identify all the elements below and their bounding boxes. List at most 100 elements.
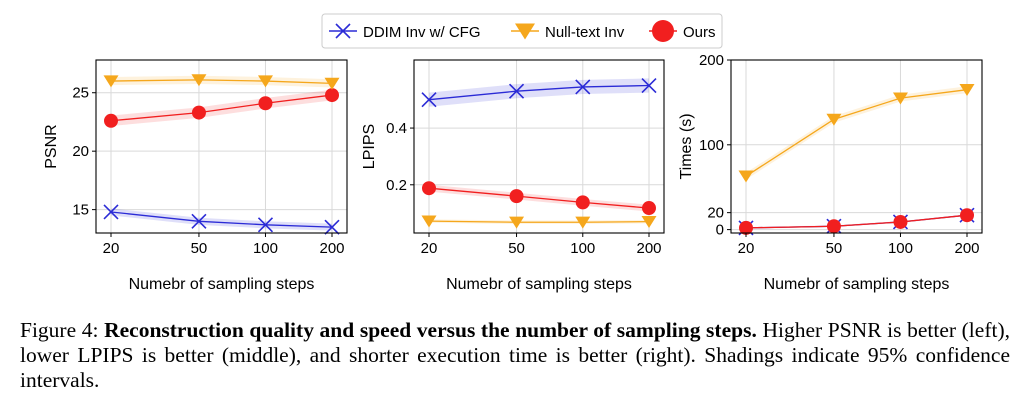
data-point: [422, 181, 436, 196]
data-point: [104, 113, 118, 128]
caption-label: Figure 4:: [20, 318, 99, 342]
data-point: [257, 75, 273, 88]
data-point-stroke-b: [508, 83, 525, 99]
data-point: [892, 92, 908, 105]
series-line: [745, 214, 968, 229]
x-tick-label: 100: [570, 240, 595, 257]
data-point: [960, 208, 974, 223]
series-line: [428, 84, 650, 101]
data-point: [738, 170, 754, 183]
series-line: [745, 214, 968, 229]
data-point: [575, 216, 591, 229]
x-tick-label: 200: [636, 240, 661, 257]
data-point: [191, 105, 206, 120]
series-line: [110, 79, 333, 85]
x-tick-label: 50: [826, 240, 843, 257]
x-tick-label: 20: [421, 240, 438, 257]
legend-label: Null-text Inv: [545, 24, 625, 41]
legend-marker-circle: [652, 20, 674, 42]
confidence-band: [111, 89, 332, 127]
series-line: [428, 187, 650, 209]
x-tick-label: 50: [508, 240, 525, 257]
data-point: [893, 214, 908, 229]
legend-item: Ours: [649, 20, 716, 42]
y-tick-label: 0: [716, 222, 724, 239]
data-point: [575, 195, 590, 210]
y-tick-label: 15: [72, 202, 89, 219]
legend-marker-x-stroke-b: [335, 23, 351, 39]
y-tick-label: 0.4: [386, 120, 407, 137]
x-tick-label: 200: [954, 240, 979, 257]
x-tick-label: 20: [738, 240, 755, 257]
data-point: [739, 220, 753, 235]
x-axis-label: Numebr of sampling steps: [129, 276, 315, 293]
axes-frame: [413, 59, 665, 234]
axes-frame: [95, 59, 348, 234]
legend-marker-x: [335, 23, 351, 39]
confidence-band: [429, 78, 649, 107]
chart-panel: 20 50 100 200 15 20 25 Numebr of sampling steps…: [43, 59, 348, 293]
chart-panel: 20 50 100 200 0.2 0.4 Numebr of sampling steps…: [361, 59, 665, 293]
data-point: [508, 83, 525, 99]
data-point: [191, 213, 207, 229]
confidence-band: [746, 214, 967, 229]
data-point: [257, 217, 274, 233]
data-point: [421, 215, 437, 228]
data-point: [509, 216, 525, 229]
data-point: [258, 96, 273, 111]
axes-frame: [730, 59, 983, 234]
data-point: [103, 75, 119, 88]
x-axis-label: Numebr of sampling steps: [764, 276, 950, 293]
data-point-stroke-b: [641, 77, 657, 94]
x-tick-label: 100: [253, 240, 278, 257]
y-axis-label: Times (s): [678, 113, 695, 179]
legend-item: Null-text Inv: [511, 23, 625, 41]
data-point: [959, 84, 975, 97]
confidence-band: [746, 86, 967, 180]
y-tick-label: 200: [699, 52, 724, 69]
series-line: [428, 220, 650, 223]
x-tick-label: 200: [319, 240, 344, 257]
data-point-stroke-b: [103, 204, 119, 220]
data-point: [641, 216, 657, 229]
data-point: [103, 204, 119, 220]
data-point-stroke-b: [257, 217, 274, 233]
y-tick-label: 100: [699, 137, 724, 154]
x-tick-label: 100: [888, 240, 913, 257]
confidence-band: [746, 214, 967, 229]
data-point: [421, 92, 437, 108]
x-tick-label: 50: [191, 240, 208, 257]
legend: DDIM Inv w/ CFG Null-text Inv Ours: [321, 13, 723, 49]
data-point: [642, 201, 656, 216]
data-point-stroke-b: [324, 219, 340, 235]
y-tick-label: 25: [72, 85, 89, 102]
x-axis-label: Numebr of sampling steps: [446, 276, 632, 293]
data-point: [191, 74, 207, 87]
y-axis-label: PSNR: [43, 124, 60, 168]
data-point: [324, 219, 340, 235]
x-tick-label: 20: [103, 240, 120, 257]
y-tick-label: 20: [72, 143, 89, 160]
legend-marker-triangle: [515, 23, 535, 40]
series-line: [110, 94, 333, 122]
series-line: [110, 211, 333, 228]
data-point: [324, 77, 340, 90]
data-point-stroke-b: [421, 92, 437, 108]
y-tick-label: 20: [707, 205, 724, 222]
data-point: [826, 113, 842, 126]
legend-item: DDIM Inv w/ CFG: [329, 23, 481, 41]
confidence-band: [111, 208, 332, 231]
caption-title: Reconstruction quality and speed versus …: [104, 318, 757, 342]
y-axis-label: LPIPS: [361, 124, 378, 169]
data-point: [641, 77, 657, 94]
data-point: [575, 79, 591, 95]
series-line: [745, 89, 968, 177]
data-point: [826, 219, 841, 234]
data-point: [509, 189, 524, 204]
legend-label: DDIM Inv w/ CFG: [363, 24, 481, 41]
data-point: [325, 88, 339, 103]
data-point-stroke-b: [575, 79, 591, 95]
figure-caption: Figure 4: Reconstruction quality and spe…: [20, 318, 1010, 393]
